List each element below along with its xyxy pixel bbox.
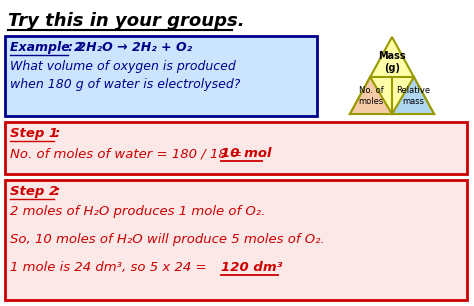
Text: 120 dm³: 120 dm³ <box>221 261 283 274</box>
FancyBboxPatch shape <box>5 36 317 116</box>
Text: :: : <box>54 185 59 198</box>
Text: Step 2: Step 2 <box>10 185 58 198</box>
Text: 1 mole is 24 dm³, so 5 x 24 =: 1 mole is 24 dm³, so 5 x 24 = <box>10 261 211 274</box>
Text: No. of
moles: No. of moles <box>358 86 383 106</box>
Text: .: . <box>262 147 266 160</box>
Text: :: : <box>54 127 59 140</box>
Text: Relative
mass: Relative mass <box>396 86 430 106</box>
Text: Try this in your groups.: Try this in your groups. <box>8 12 245 30</box>
Text: So, 10 moles of H₂O will produce 5 moles of O₂.: So, 10 moles of H₂O will produce 5 moles… <box>10 233 325 246</box>
Text: 2 moles of H₂O produces 1 mole of O₂.: 2 moles of H₂O produces 1 mole of O₂. <box>10 205 265 218</box>
Polygon shape <box>350 77 392 114</box>
FancyBboxPatch shape <box>5 180 467 300</box>
FancyBboxPatch shape <box>5 122 467 174</box>
Polygon shape <box>350 37 434 114</box>
Polygon shape <box>392 77 434 114</box>
Text: Mass
(g): Mass (g) <box>378 51 406 73</box>
Text: : 2H₂O → 2H₂ + O₂: : 2H₂O → 2H₂ + O₂ <box>68 41 192 54</box>
Text: Step 1: Step 1 <box>10 127 58 140</box>
Text: No. of moles of water = 180 / 18 =: No. of moles of water = 180 / 18 = <box>10 147 246 160</box>
Text: What volume of oxygen is produced
when 180 g of water is electrolysed?: What volume of oxygen is produced when 1… <box>10 60 240 91</box>
Text: 10 mol: 10 mol <box>221 147 272 160</box>
Text: Example 2: Example 2 <box>10 41 83 54</box>
